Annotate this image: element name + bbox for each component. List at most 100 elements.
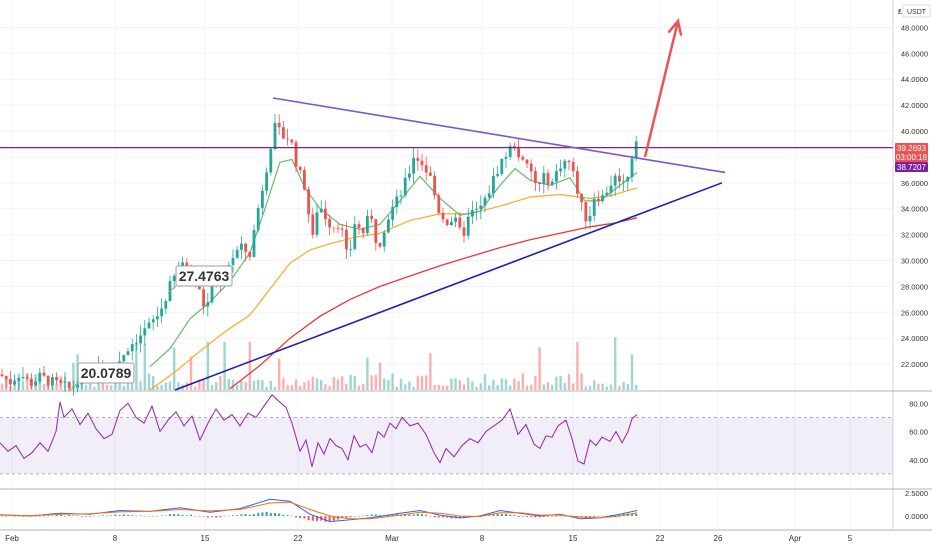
candle-body: [559, 168, 562, 172]
volume-bar: [635, 384, 638, 390]
volume-bar: [21, 381, 25, 390]
rsi-band: [0, 417, 893, 474]
candle-body: [458, 217, 462, 228]
volume-bar: [626, 383, 629, 390]
volume-bar: [265, 386, 268, 390]
macd-histogram-bar: [190, 514, 192, 517]
candle-body: [588, 215, 592, 222]
candle: [605, 186, 609, 197]
volume-bar: [357, 385, 361, 390]
candle: [374, 218, 378, 251]
candle: [38, 367, 42, 385]
candle: [395, 189, 399, 215]
volume-bar: [126, 378, 130, 390]
candle-body: [508, 146, 512, 157]
volume-bar: [504, 379, 508, 390]
volume-bar: [341, 376, 344, 390]
macd-histogram-bar: [274, 513, 276, 517]
volume-bar: [387, 380, 390, 390]
candle: [588, 206, 592, 230]
macd-histogram-bar: [500, 513, 503, 517]
macd-histogram-bar: [118, 515, 121, 517]
candle-body: [429, 172, 432, 176]
y-tick-label: 40.0000: [901, 127, 928, 136]
macd-signal-line: [0, 501, 638, 520]
candle-body: [122, 355, 126, 362]
volume-bar: [215, 382, 218, 390]
candle-body: [231, 257, 235, 266]
candle-body: [25, 376, 29, 379]
candle: [450, 216, 453, 226]
y-tick-label: 46.0000: [901, 49, 928, 58]
candle: [504, 152, 508, 169]
volume-bar: [194, 386, 197, 390]
candle: [601, 189, 604, 204]
macd-histogram-bar: [34, 516, 37, 517]
macd-histogram-bar: [131, 515, 134, 517]
volume-bar: [42, 383, 46, 390]
macd-histogram-bar: [593, 516, 596, 518]
macd-histogram-bar: [206, 516, 209, 518]
macd-histogram-bar: [534, 516, 537, 518]
rsi-line: [0, 394, 638, 467]
macd-panel: 2.5000 0.0000: [0, 489, 928, 523]
volume-bar: [614, 337, 617, 390]
candle-body: [143, 328, 147, 336]
macd-histogram-bar: [492, 514, 495, 517]
candle: [618, 168, 621, 189]
macd-histogram-bar: [265, 512, 268, 517]
macd-histogram-bar: [198, 516, 201, 517]
macd-histogram-bar: [341, 516, 344, 519]
candle-body: [634, 141, 638, 159]
currency-selector-button[interactable]: [902, 4, 931, 18]
time-axis[interactable]: Feb 8 15 22 Mar 8 15 22 26 Apr 5: [5, 534, 853, 543]
volume-bar: [475, 386, 478, 390]
candle: [328, 214, 331, 236]
candle: [403, 168, 407, 198]
candle: [592, 192, 596, 222]
candle: [445, 218, 449, 227]
candle-body: [504, 156, 508, 159]
volume-bar: [278, 358, 281, 390]
volume-bar: [458, 380, 461, 390]
macd-histogram-bar: [5, 516, 8, 517]
candle: [378, 242, 382, 249]
volume-bar: [500, 378, 503, 390]
candle-body: [307, 189, 310, 215]
candle-body: [42, 372, 46, 376]
macd-histogram-bar: [110, 515, 113, 517]
macd-histogram-bar: [89, 516, 92, 517]
callout-label: 20.0789: [81, 365, 132, 381]
candle-body: [147, 322, 151, 329]
candle: [206, 293, 210, 317]
macd-histogram-bar: [446, 516, 449, 518]
macd-histogram-bar: [51, 515, 54, 517]
volume-bar: [97, 380, 100, 390]
candle: [559, 159, 562, 177]
macd-histogram-bar: [509, 514, 512, 517]
macd-histogram-bar: [353, 516, 356, 517]
candle-body: [67, 381, 71, 389]
volume-bar: [261, 380, 264, 390]
macd-histogram-bar: [64, 516, 66, 517]
candle-body: [303, 170, 306, 190]
candle-body: [286, 138, 289, 140]
volume-bar: [131, 379, 134, 390]
candle-body: [366, 215, 369, 234]
x-tick-label: 15: [201, 534, 210, 543]
macd-histogram-bar: [135, 515, 138, 517]
volume-bar: [593, 380, 596, 390]
y-tick-label: 28.0000: [901, 282, 928, 291]
macd-histogram-bar: [547, 516, 549, 517]
volume-bar: [412, 386, 415, 390]
macd-histogram-bar: [542, 516, 545, 518]
price-axis[interactable]: 22.0000 24.0000 26.0000 28.0000 30.0000 32.00…: [895, 4, 931, 369]
volume-bar: [454, 378, 457, 390]
candle-body: [319, 208, 323, 213]
candle-body: [261, 190, 264, 208]
macd-histogram-bar: [433, 516, 436, 518]
macd-histogram-bar: [106, 515, 108, 517]
candle-body: [0, 374, 4, 377]
macd-histogram-bar: [437, 516, 440, 518]
